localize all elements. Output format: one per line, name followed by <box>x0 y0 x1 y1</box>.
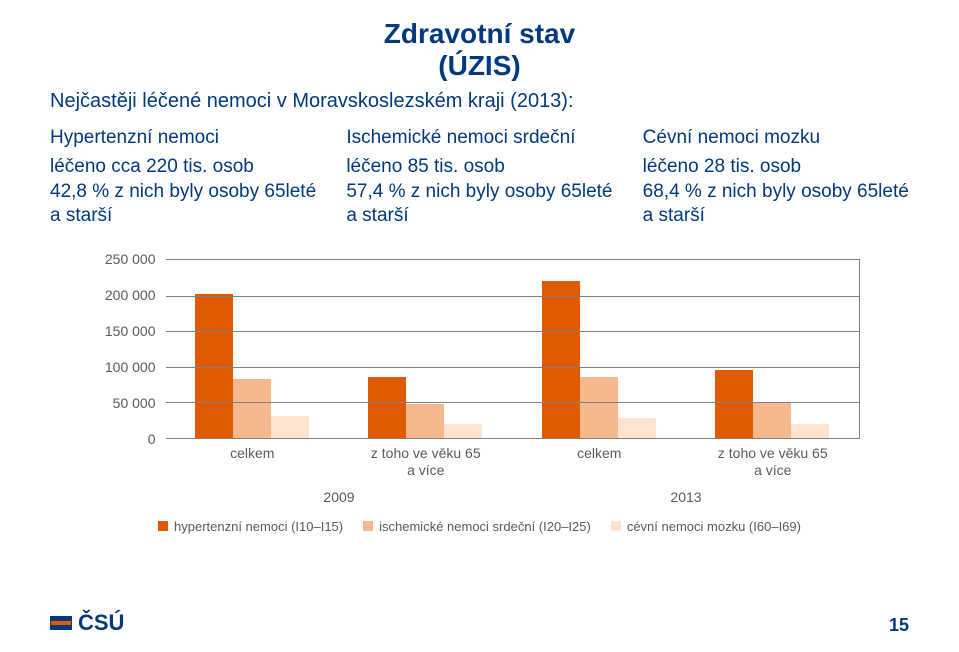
legend-item: ischemické nemoci srdeční (I20–I25) <box>363 519 591 534</box>
bar <box>753 402 791 438</box>
x-axis-categories: celkemz toho ve věku 65a vícecelkemz toh… <box>166 445 860 479</box>
bar-chart: 250 000200 000150 000100 00050 0000 celk… <box>100 259 860 534</box>
info-col-0: Hypertenzní nemoci léčeno cca 220 tis. o… <box>50 127 316 229</box>
info-col-body: léčeno cca 220 tis. osob42,8 % z nich by… <box>50 155 316 229</box>
bar <box>715 370 753 438</box>
bar-group <box>166 260 339 438</box>
page-subtitle: Nejčastěji léčené nemoci v Moravskoslezs… <box>50 90 909 113</box>
bar <box>791 424 829 438</box>
chart-inner: 250 000200 000150 000100 00050 0000 <box>100 259 860 439</box>
x-category-label: z toho ve věku 65a více <box>686 445 860 479</box>
flag-stripe <box>51 625 71 629</box>
bar <box>444 424 482 438</box>
info-col-heading: Ischemické nemoci srdeční <box>346 127 612 149</box>
logo-text: ČSÚ <box>78 610 124 636</box>
gridline <box>166 331 859 332</box>
legend-item: cévní nemoci mozku (I60–I69) <box>611 519 801 534</box>
x-axis-years: 20092013 <box>166 489 860 505</box>
gridline <box>166 402 859 403</box>
bar-group <box>685 260 858 438</box>
legend-swatch-icon <box>363 521 373 531</box>
legend-swatch-icon <box>611 521 621 531</box>
bar <box>271 416 309 438</box>
legend-label: hypertenzní nemoci (I10–I15) <box>174 519 343 534</box>
bar <box>580 377 618 438</box>
info-col-1: Ischemické nemoci srdeční léčeno 85 tis.… <box>346 127 612 229</box>
x-category-label: celkem <box>513 445 687 479</box>
x-year-label: 2009 <box>166 489 513 505</box>
page-footer: ČSÚ 15 <box>50 610 909 636</box>
page-title-line1: Zdravotní stav <box>50 18 909 50</box>
title-block: Zdravotní stav (ÚZIS) <box>50 18 909 82</box>
info-col-body: léčeno 85 tis. osob57,4 % z nich byly os… <box>346 155 612 229</box>
page-number: 15 <box>889 615 909 636</box>
legend-item: hypertenzní nemoci (I10–I15) <box>158 519 343 534</box>
page-root: Zdravotní stav (ÚZIS) Nejčastěji léčené … <box>0 0 959 652</box>
x-category-label: z toho ve věku 65a více <box>339 445 513 479</box>
bar <box>618 418 656 438</box>
bar-group <box>339 260 512 438</box>
bar <box>368 377 406 438</box>
logo: ČSÚ <box>50 610 124 636</box>
bar-groups <box>166 260 859 438</box>
info-col-heading: Cévní nemoci mozku <box>643 127 909 149</box>
x-category-label: celkem <box>166 445 340 479</box>
bar <box>406 404 444 439</box>
legend-swatch-icon <box>158 521 168 531</box>
gridline <box>166 367 859 368</box>
info-col-body: léčeno 28 tis. osob68,4 % z nich byly os… <box>643 155 909 229</box>
info-col-heading: Hypertenzní nemoci <box>50 127 316 149</box>
x-year-label: 2013 <box>513 489 860 505</box>
legend-label: ischemické nemoci srdeční (I20–I25) <box>379 519 591 534</box>
info-columns: Hypertenzní nemoci léčeno cca 220 tis. o… <box>50 127 909 229</box>
legend-label: cévní nemoci mozku (I60–I69) <box>627 519 801 534</box>
page-title-line2: (ÚZIS) <box>50 50 909 82</box>
bar <box>233 379 271 438</box>
y-axis-labels: 250 000200 000150 000100 00050 0000 <box>100 259 166 439</box>
bar-group <box>512 260 685 438</box>
chart-legend: hypertenzní nemoci (I10–I15) ischemické n… <box>100 519 860 534</box>
bar <box>542 281 580 438</box>
info-col-2: Cévní nemoci mozku léčeno 28 tis. osob68… <box>643 127 909 229</box>
plot-area <box>166 259 860 439</box>
gridline <box>166 296 859 297</box>
flag-icon <box>50 616 72 630</box>
x-axis: celkemz toho ve věku 65a vícecelkemz toh… <box>100 439 860 505</box>
